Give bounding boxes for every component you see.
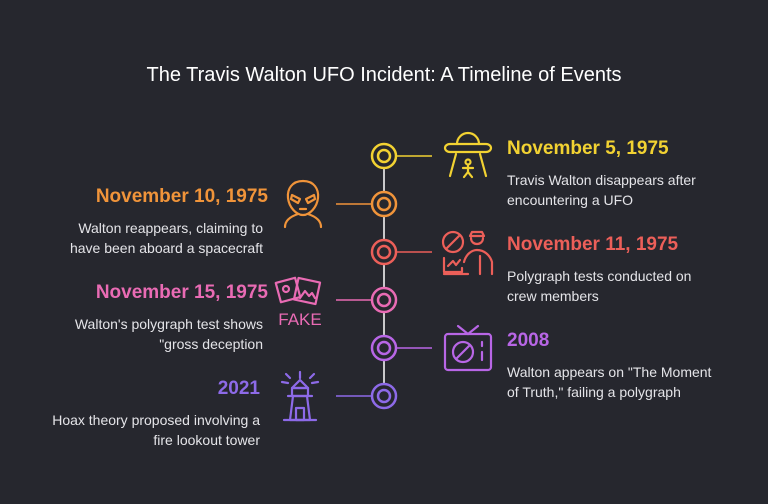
alien-icon bbox=[283, 179, 323, 229]
event-date: November 11, 1975 bbox=[507, 234, 679, 255]
event-date: November 10, 1975 bbox=[95, 186, 268, 207]
polygraph-examiner-icon bbox=[441, 230, 494, 276]
event-description: Walton reappears, claiming to have been … bbox=[69, 220, 263, 256]
timeline-node-2 bbox=[370, 190, 398, 218]
fake-stamp-label: FAKE bbox=[278, 310, 321, 328]
lookout-tower-icon bbox=[280, 370, 320, 422]
event-description: Walton's polygraph test shows "gross dec… bbox=[74, 316, 263, 352]
timeline-node-1 bbox=[370, 142, 398, 170]
event-description: Travis Walton disappears after encounter… bbox=[507, 172, 696, 208]
timeline-node-6 bbox=[370, 382, 398, 410]
fake-photos-icon: FAKE bbox=[274, 276, 322, 328]
event-date: 2021 bbox=[217, 378, 260, 399]
event-description: Polygraph tests conducted on crew member… bbox=[507, 268, 692, 304]
page-title: The Travis Walton UFO Incident: A Timeli… bbox=[146, 64, 622, 86]
event-date: 2008 bbox=[507, 330, 550, 351]
timeline-node-4 bbox=[370, 286, 398, 314]
timeline-node-3 bbox=[370, 238, 398, 266]
banned-tv-icon bbox=[443, 324, 493, 372]
event-date: November 5, 1975 bbox=[507, 138, 669, 159]
event-description: Hoax theory proposed involving a fire lo… bbox=[52, 412, 260, 448]
event-description: Walton appears on "The Moment of Truth,"… bbox=[507, 364, 712, 400]
event-date: November 15, 1975 bbox=[95, 282, 268, 303]
ufo-icon bbox=[443, 131, 493, 179]
timeline-node-5 bbox=[370, 334, 398, 362]
